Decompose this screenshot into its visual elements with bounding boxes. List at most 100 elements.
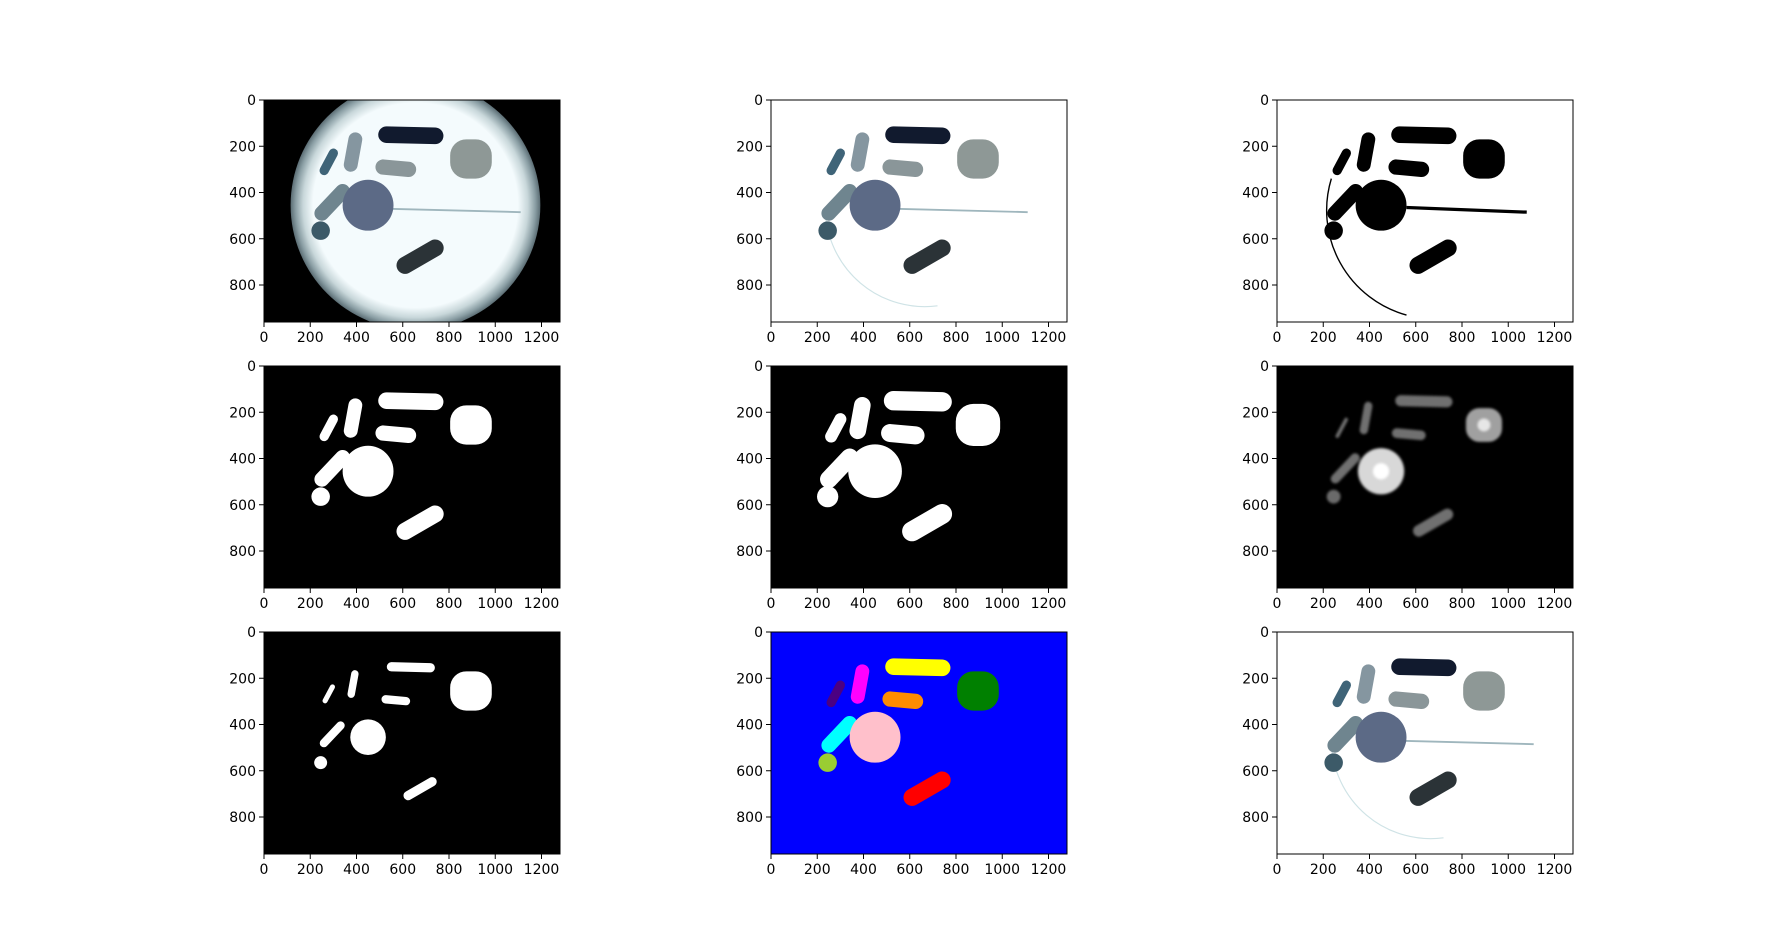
y-tick-label: 200	[736, 405, 763, 421]
x-tick-label: 0	[1273, 330, 1282, 346]
x-tick-label: 600	[389, 596, 416, 612]
y-tick-label: 800	[229, 278, 256, 294]
diagonal-capsule	[1330, 453, 1360, 484]
x-tick-label: 800	[436, 596, 463, 612]
y-tick-label: 400	[736, 186, 763, 202]
large-round-tablet	[1355, 179, 1407, 231]
axes-frame	[770, 99, 1068, 323]
x-tick-label: 600	[389, 330, 416, 346]
panel-image	[1277, 366, 1573, 588]
x-tick-label: 600	[1402, 862, 1429, 878]
vertical-capsule	[850, 132, 870, 172]
x-tick-label: 1000	[984, 330, 1020, 346]
small-round-pill	[1324, 753, 1343, 772]
x-tick-label: 200	[1310, 862, 1337, 878]
y-tick-label: 0	[1260, 625, 1269, 641]
vertical-capsule	[849, 396, 871, 440]
vertical-capsule	[347, 670, 359, 698]
x-tick-label: 1200	[1031, 596, 1067, 612]
x-tick-label: 200	[1310, 330, 1337, 346]
small-round-pill	[818, 753, 837, 772]
axes-frame	[263, 365, 561, 589]
y-tick-label: 600	[1242, 498, 1269, 514]
top-capsule	[378, 126, 444, 145]
y-tick-label: 800	[736, 278, 763, 294]
small-tilted-pill	[1332, 680, 1352, 708]
x-tick-label: 400	[850, 330, 877, 346]
x-tick-label: 200	[297, 330, 324, 346]
y-tick-label: 0	[1260, 359, 1269, 375]
bottom-capsule	[1409, 771, 1457, 806]
x-tick-label: 800	[943, 596, 970, 612]
right-round-pill	[1463, 671, 1505, 711]
small-tilted-pill	[826, 148, 846, 176]
x-tick-label: 600	[896, 862, 923, 878]
diagonal-capsule	[319, 721, 345, 748]
x-tick-label: 800	[1449, 596, 1476, 612]
y-tick-label: 200	[736, 671, 763, 687]
x-tick-label: 600	[896, 596, 923, 612]
x-tick-label: 0	[260, 330, 269, 346]
x-tick-label: 1000	[477, 862, 513, 878]
y-tick-label: 200	[1242, 139, 1269, 155]
x-tick-label: 0	[767, 330, 776, 346]
x-tick-label: 0	[260, 596, 269, 612]
small-tilted-pill	[1332, 148, 1352, 176]
panel-dilated-mask: 0 200 400 600 800 1000 1200 0 200 400 600 800	[736, 359, 1068, 612]
right-round-pill	[1463, 139, 1505, 179]
y-tick-label: 600	[1242, 232, 1269, 248]
middle-capsule	[375, 159, 417, 178]
x-tick-label: 600	[389, 862, 416, 878]
bottom-capsule	[1409, 239, 1457, 274]
top-capsule	[883, 390, 952, 412]
x-tick-label: 1000	[1490, 330, 1526, 346]
small-round-pill	[314, 756, 328, 770]
y-tick-label: 400	[736, 452, 763, 468]
axes-frame	[1276, 365, 1574, 589]
x-tick-label: 0	[260, 862, 269, 878]
large-round-tablet	[1355, 711, 1407, 763]
axes-frame	[1276, 631, 1574, 855]
x-tick-label: 200	[1310, 596, 1337, 612]
panel-filled-mask: 0 200 400 600 800 1000 1200 0 200 400 600 800	[229, 359, 561, 612]
axes-frame	[770, 365, 1068, 589]
x-tick-label: 1000	[477, 596, 513, 612]
x-tick-label: 600	[896, 330, 923, 346]
large-round-tablet	[350, 719, 386, 756]
panel-image	[771, 100, 1067, 322]
y-tick-label: 800	[1242, 810, 1269, 826]
small-tilted-pill	[826, 680, 846, 708]
x-tick-label: 400	[343, 596, 370, 612]
vertical-capsule	[343, 398, 363, 438]
x-tick-label: 0	[767, 862, 776, 878]
diagonal-capsule	[1327, 715, 1364, 753]
axes-frame	[770, 631, 1068, 855]
x-tick-label: 1200	[524, 862, 560, 878]
vertical-capsule	[343, 132, 363, 172]
x-tick-label: 1200	[1031, 330, 1067, 346]
x-tick-label: 400	[1356, 862, 1383, 878]
middle-capsule	[381, 695, 411, 706]
y-tick-label: 200	[229, 671, 256, 687]
y-tick-label: 800	[736, 544, 763, 560]
x-tick-label: 0	[1273, 596, 1282, 612]
right-round-pill	[450, 139, 492, 179]
panel-distance-transform: 0 200 400 600 800 1000 1200 0 200 400 600 800	[1242, 359, 1574, 612]
x-tick-label: 400	[343, 330, 370, 346]
bottom-capsule	[902, 504, 953, 542]
y-tick-label: 200	[1242, 671, 1269, 687]
middle-capsule	[1391, 428, 1426, 441]
diagonal-capsule	[820, 448, 859, 489]
bottom-capsule	[403, 777, 437, 801]
panel-image	[1277, 100, 1573, 322]
y-tick-label: 800	[1242, 278, 1269, 294]
diagonal-capsule	[1327, 183, 1364, 221]
small-tilted-pill	[319, 414, 339, 442]
diagonal-capsule	[314, 449, 351, 487]
large-round-tablet	[849, 711, 901, 763]
right-round-pill	[450, 405, 492, 445]
x-tick-label: 600	[1402, 330, 1429, 346]
x-tick-label: 1000	[1490, 862, 1526, 878]
y-tick-label: 600	[229, 232, 256, 248]
